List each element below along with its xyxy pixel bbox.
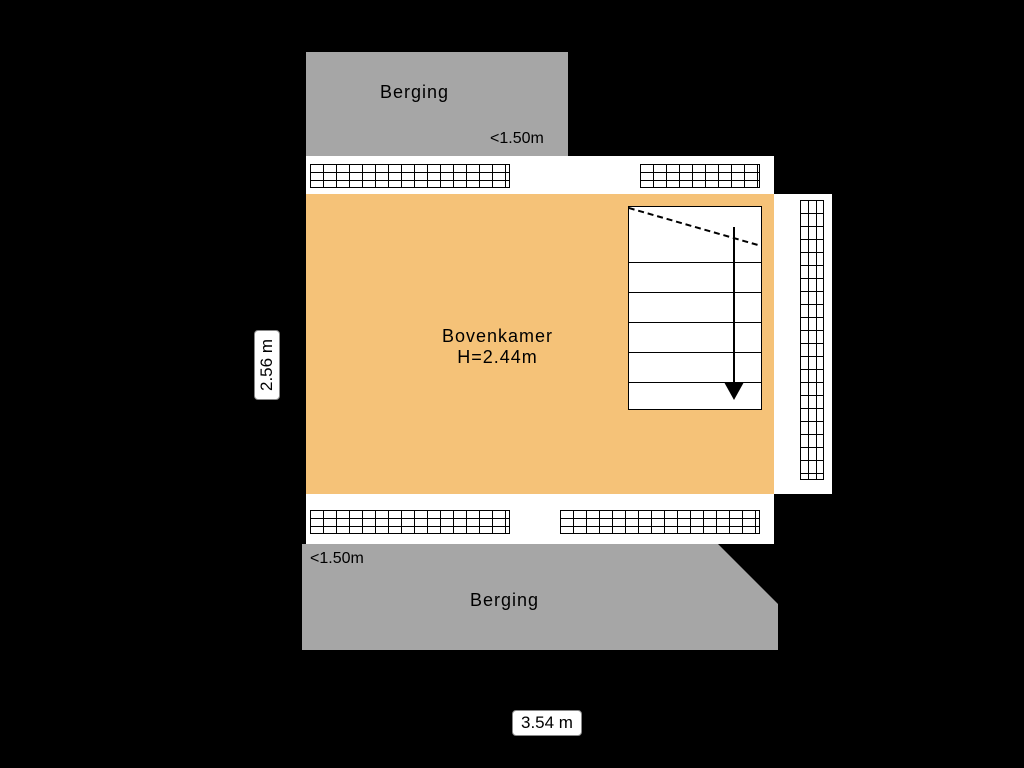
dim-width: 3.54 m (512, 710, 582, 736)
stairs-arrow-line (733, 227, 735, 387)
vent-top-right (640, 164, 760, 188)
floorplan-canvas: Berging <1.50m Bovenkamer H=2.44m <1.50m… (0, 0, 1024, 768)
vent-side-right (800, 200, 824, 480)
vent-bottom-left (310, 510, 510, 534)
dim-height: 2.56 m (254, 330, 280, 400)
label-berging-bottom: Berging (470, 590, 539, 611)
wall-top-between (568, 52, 638, 156)
stairs-arrow-head (724, 382, 744, 400)
vent-bottom-right (560, 510, 760, 534)
note-berging-bottom: <1.50m (310, 550, 364, 568)
room-berging-bottom (0, 0, 1024, 768)
vent-top-left (310, 164, 510, 188)
stairs (628, 206, 762, 410)
